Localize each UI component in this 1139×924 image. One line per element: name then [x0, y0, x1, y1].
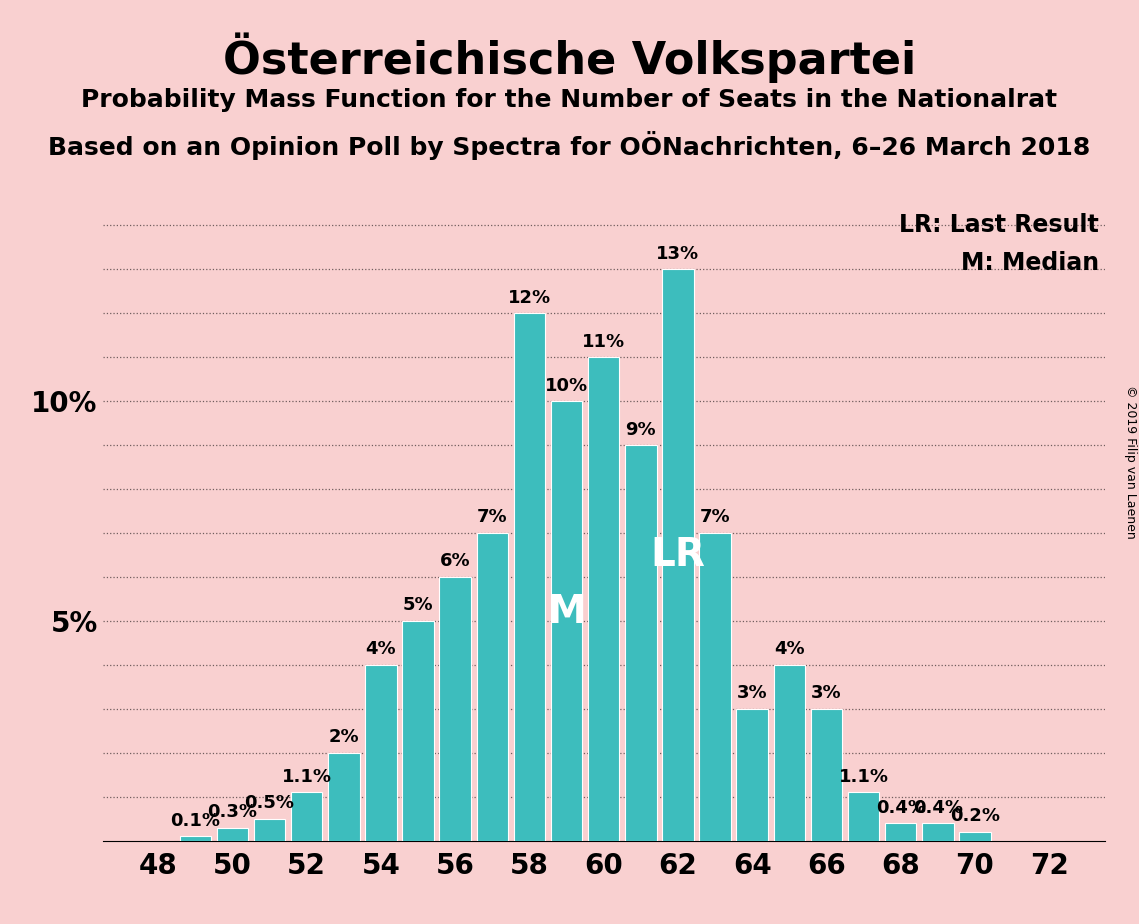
Text: Österreichische Volkspartei: Österreichische Volkspartei: [223, 32, 916, 83]
Text: Probability Mass Function for the Number of Seats in the Nationalrat: Probability Mass Function for the Number…: [81, 88, 1058, 112]
Text: 4%: 4%: [775, 640, 804, 659]
Text: 1.1%: 1.1%: [838, 768, 888, 786]
Text: 2%: 2%: [328, 728, 359, 747]
Text: 3%: 3%: [811, 685, 842, 702]
Text: M: Median: M: Median: [961, 251, 1099, 275]
Text: 13%: 13%: [656, 245, 699, 262]
Bar: [885, 823, 917, 841]
Text: 0.1%: 0.1%: [171, 812, 220, 830]
Bar: [328, 753, 360, 841]
Bar: [959, 832, 991, 841]
Text: Based on an Opinion Poll by Spectra for OÖNachrichten, 6–26 March 2018: Based on an Opinion Poll by Spectra for …: [48, 131, 1091, 160]
Text: 1.1%: 1.1%: [281, 768, 331, 786]
Text: 0.4%: 0.4%: [912, 798, 962, 817]
Text: 0.5%: 0.5%: [245, 795, 295, 812]
Text: 0.4%: 0.4%: [876, 798, 926, 817]
Text: 3%: 3%: [737, 685, 768, 702]
Text: 0.3%: 0.3%: [207, 803, 257, 821]
Bar: [476, 533, 508, 841]
Text: LR: Last Result: LR: Last Result: [900, 213, 1099, 237]
Bar: [847, 793, 879, 841]
Bar: [402, 621, 434, 841]
Text: 12%: 12%: [508, 288, 551, 307]
Bar: [440, 577, 470, 841]
Text: 0.2%: 0.2%: [950, 808, 1000, 825]
Bar: [254, 819, 286, 841]
Bar: [699, 533, 731, 841]
Bar: [551, 401, 582, 841]
Text: 6%: 6%: [440, 553, 470, 570]
Bar: [180, 836, 211, 841]
Text: 9%: 9%: [625, 420, 656, 439]
Text: M: M: [547, 593, 585, 631]
Text: 10%: 10%: [544, 377, 588, 395]
Text: LR: LR: [650, 536, 705, 574]
Text: © 2019 Filip van Laenen: © 2019 Filip van Laenen: [1124, 385, 1137, 539]
Text: 7%: 7%: [699, 508, 730, 527]
Bar: [773, 665, 805, 841]
Bar: [588, 358, 620, 841]
Text: 4%: 4%: [366, 640, 396, 659]
Bar: [216, 828, 248, 841]
Bar: [625, 445, 656, 841]
Bar: [662, 269, 694, 841]
Bar: [737, 709, 768, 841]
Text: 7%: 7%: [477, 508, 508, 527]
Bar: [290, 793, 322, 841]
Bar: [921, 823, 953, 841]
Text: 5%: 5%: [403, 596, 433, 614]
Bar: [366, 665, 396, 841]
Bar: [811, 709, 842, 841]
Bar: [514, 313, 546, 841]
Text: 11%: 11%: [582, 333, 625, 350]
